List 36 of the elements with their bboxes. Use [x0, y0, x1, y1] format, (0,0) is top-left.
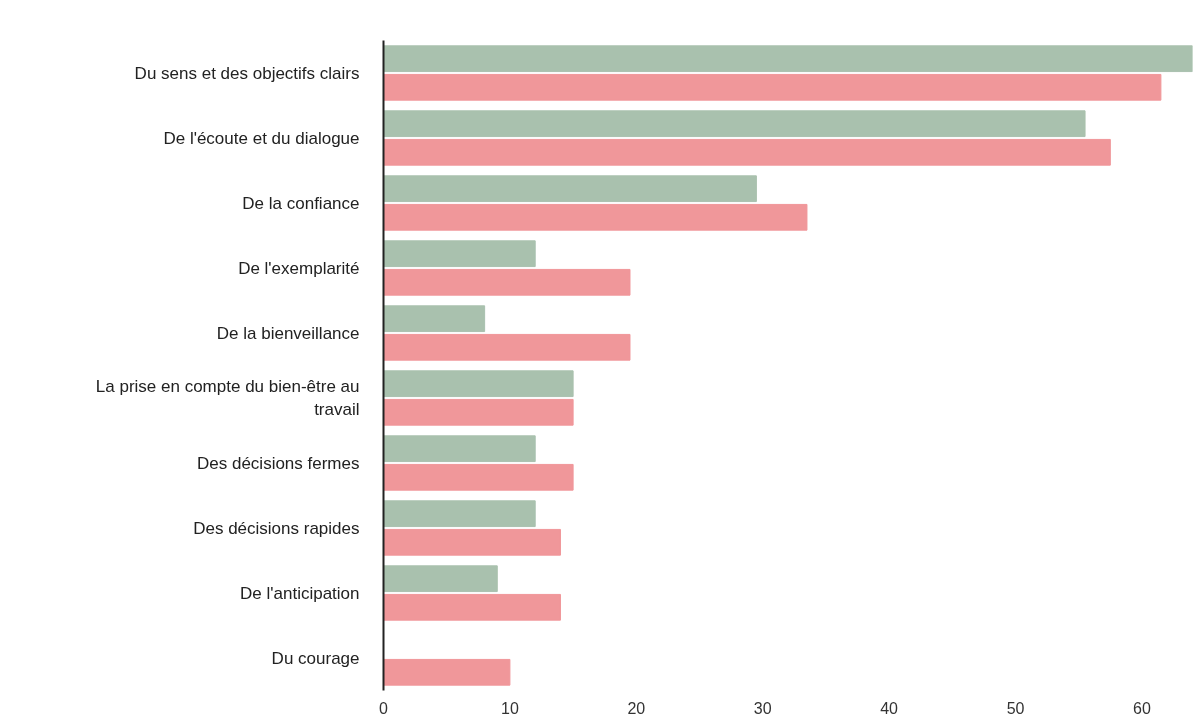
y-tick-label: De l'exemplarité [238, 258, 360, 278]
x-tick-label: 60 [1133, 699, 1151, 717]
x-tick-label: 30 [753, 699, 772, 717]
y-tick-label: Des décisions fermes [197, 453, 360, 473]
x-tick-label: 50 [1006, 699, 1025, 717]
bar [383, 175, 757, 203]
y-tick-label: De la confiance [242, 193, 360, 213]
y-tick-label: De l'anticipation [240, 583, 360, 603]
bar [383, 658, 511, 686]
y-tick-label: De la bienveillance [216, 323, 360, 343]
bar [383, 528, 561, 556]
bar [383, 138, 1111, 166]
x-tick-label: 10 [501, 699, 519, 717]
bar [383, 565, 498, 593]
y-tick-label: De l'écoute et du dialogue [163, 128, 360, 148]
y-tick-label: Du courage [271, 648, 360, 668]
bar [383, 305, 486, 333]
bar [383, 370, 574, 398]
x-tick-label: 20 [627, 699, 646, 717]
x-tick-label: 40 [880, 699, 899, 717]
bar [383, 463, 574, 491]
bar [383, 110, 1086, 138]
bar [383, 398, 574, 426]
y-tick-label: La prise en compte du bien-être au travail [95, 377, 360, 419]
bar [383, 203, 808, 231]
bar [383, 45, 1193, 73]
bar [383, 268, 631, 296]
x-tick-label: 0 [379, 699, 389, 717]
bar [383, 435, 536, 463]
bar [383, 500, 536, 528]
y-tick-label: Des décisions rapides [193, 518, 360, 538]
bar [383, 333, 631, 361]
y-tick-label: Du sens et des objectifs clairs [134, 63, 360, 83]
bar [383, 73, 1162, 101]
bar [383, 593, 561, 621]
bar [383, 240, 536, 268]
